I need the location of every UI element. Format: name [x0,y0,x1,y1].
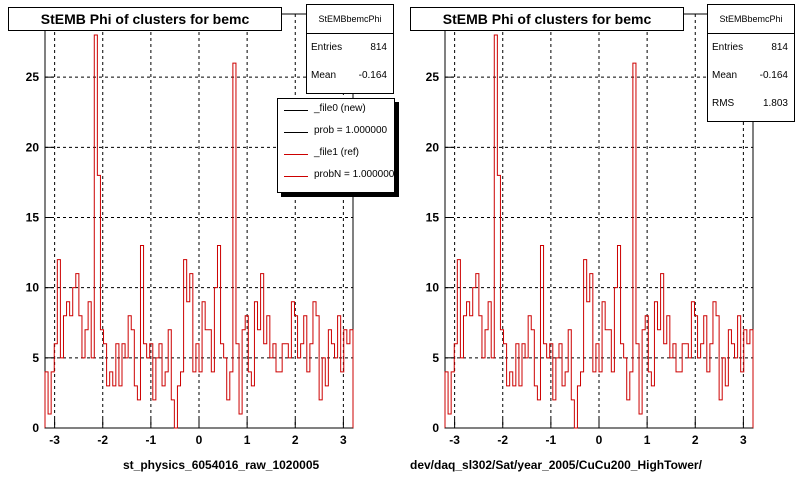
right-stats-entries-label: Entries [712,42,744,53]
left-stats-box: StEMBbemcPhi Entries 814 Mean -0.164 [306,4,394,94]
right-stats-rms-label: RMS [712,98,735,109]
left-x-tick-label: 3 [340,433,347,447]
right-x-tick-label: 3 [740,433,747,447]
left-y-tick-label: 0 [32,421,39,435]
right-y-tick-label: 25 [426,70,440,84]
left-x-tick-label: 0 [196,433,203,447]
right-x-tick-label: -3 [449,433,460,447]
right-y-tick-label: 20 [426,140,440,154]
left-x-tick-label: -1 [146,433,157,447]
left-stats-entries-label: Entries [311,42,343,53]
right-stats-name: StEMBbemcPhi [708,5,794,34]
left-stats-name: StEMBbemcPhi [307,5,393,34]
right-y-tick-label: 0 [432,421,439,435]
left-x-axis-title: st_physics_6054016_raw_1020005 [123,458,320,472]
left-stats-mean-label: Mean [311,70,337,81]
legend-label-file1: _file1 (ref) [314,147,360,158]
right-histogram-series [444,34,754,429]
right-stats-rms-value: 1.803 [762,98,788,109]
left-histogram-series [44,34,354,429]
left-legend: _file0 (new) prob = 1.000000 _file1 (ref… [277,98,395,193]
right-y-tick-label: 15 [426,210,440,224]
right-x-tick-label: -2 [497,433,508,447]
legend-line-prob [284,132,308,133]
left-x-tick-label: -3 [49,433,60,447]
right-x-axis-title: dev/daq_sl302/Sat/year_2005/CuCu200_High… [410,458,702,472]
legend-line-file0 [284,110,308,111]
right-y-tick-label: 5 [432,351,439,365]
left-y-tick-label: 10 [26,281,40,295]
right-stats-box: StEMBbemcPhi Entries 814 Mean -0.164 RMS 1.… [707,4,795,122]
right-x-tick-label: 1 [644,433,651,447]
left-stats-mean-value: -0.164 [358,70,387,81]
right-y-tick-label: 10 [426,281,440,295]
legend-label-prob: prob = 1.000000 [314,125,388,136]
left-x-tick-label: -2 [97,433,108,447]
left-x-tick-label: 2 [292,433,299,447]
right-panel-title: StEMB Phi of clusters for bemc [410,7,684,31]
left-y-tick-label: 5 [32,351,39,365]
left-y-tick-label: 20 [26,140,40,154]
legend-line-probn [284,176,308,177]
legend-label-file0: _file0 (new) [314,103,366,114]
left-x-tick-label: 1 [244,433,251,447]
right-stats-mean-value: -0.164 [759,70,788,81]
right-x-tick-label: 2 [692,433,699,447]
right-x-tick-label: -1 [546,433,557,447]
right-stats-entries-value: 814 [771,42,788,53]
legend-line-file1 [284,154,308,155]
right-stats-mean-label: Mean [712,70,738,81]
left-stats-entries-value: 814 [370,42,387,53]
right-x-tick-label: 0 [596,433,603,447]
legend-label-probn: probN = 1.000000 [314,169,395,180]
left-y-tick-label: 15 [26,210,40,224]
left-panel-title: StEMB Phi of clusters for bemc [8,7,282,31]
left-y-tick-label: 25 [26,70,40,84]
